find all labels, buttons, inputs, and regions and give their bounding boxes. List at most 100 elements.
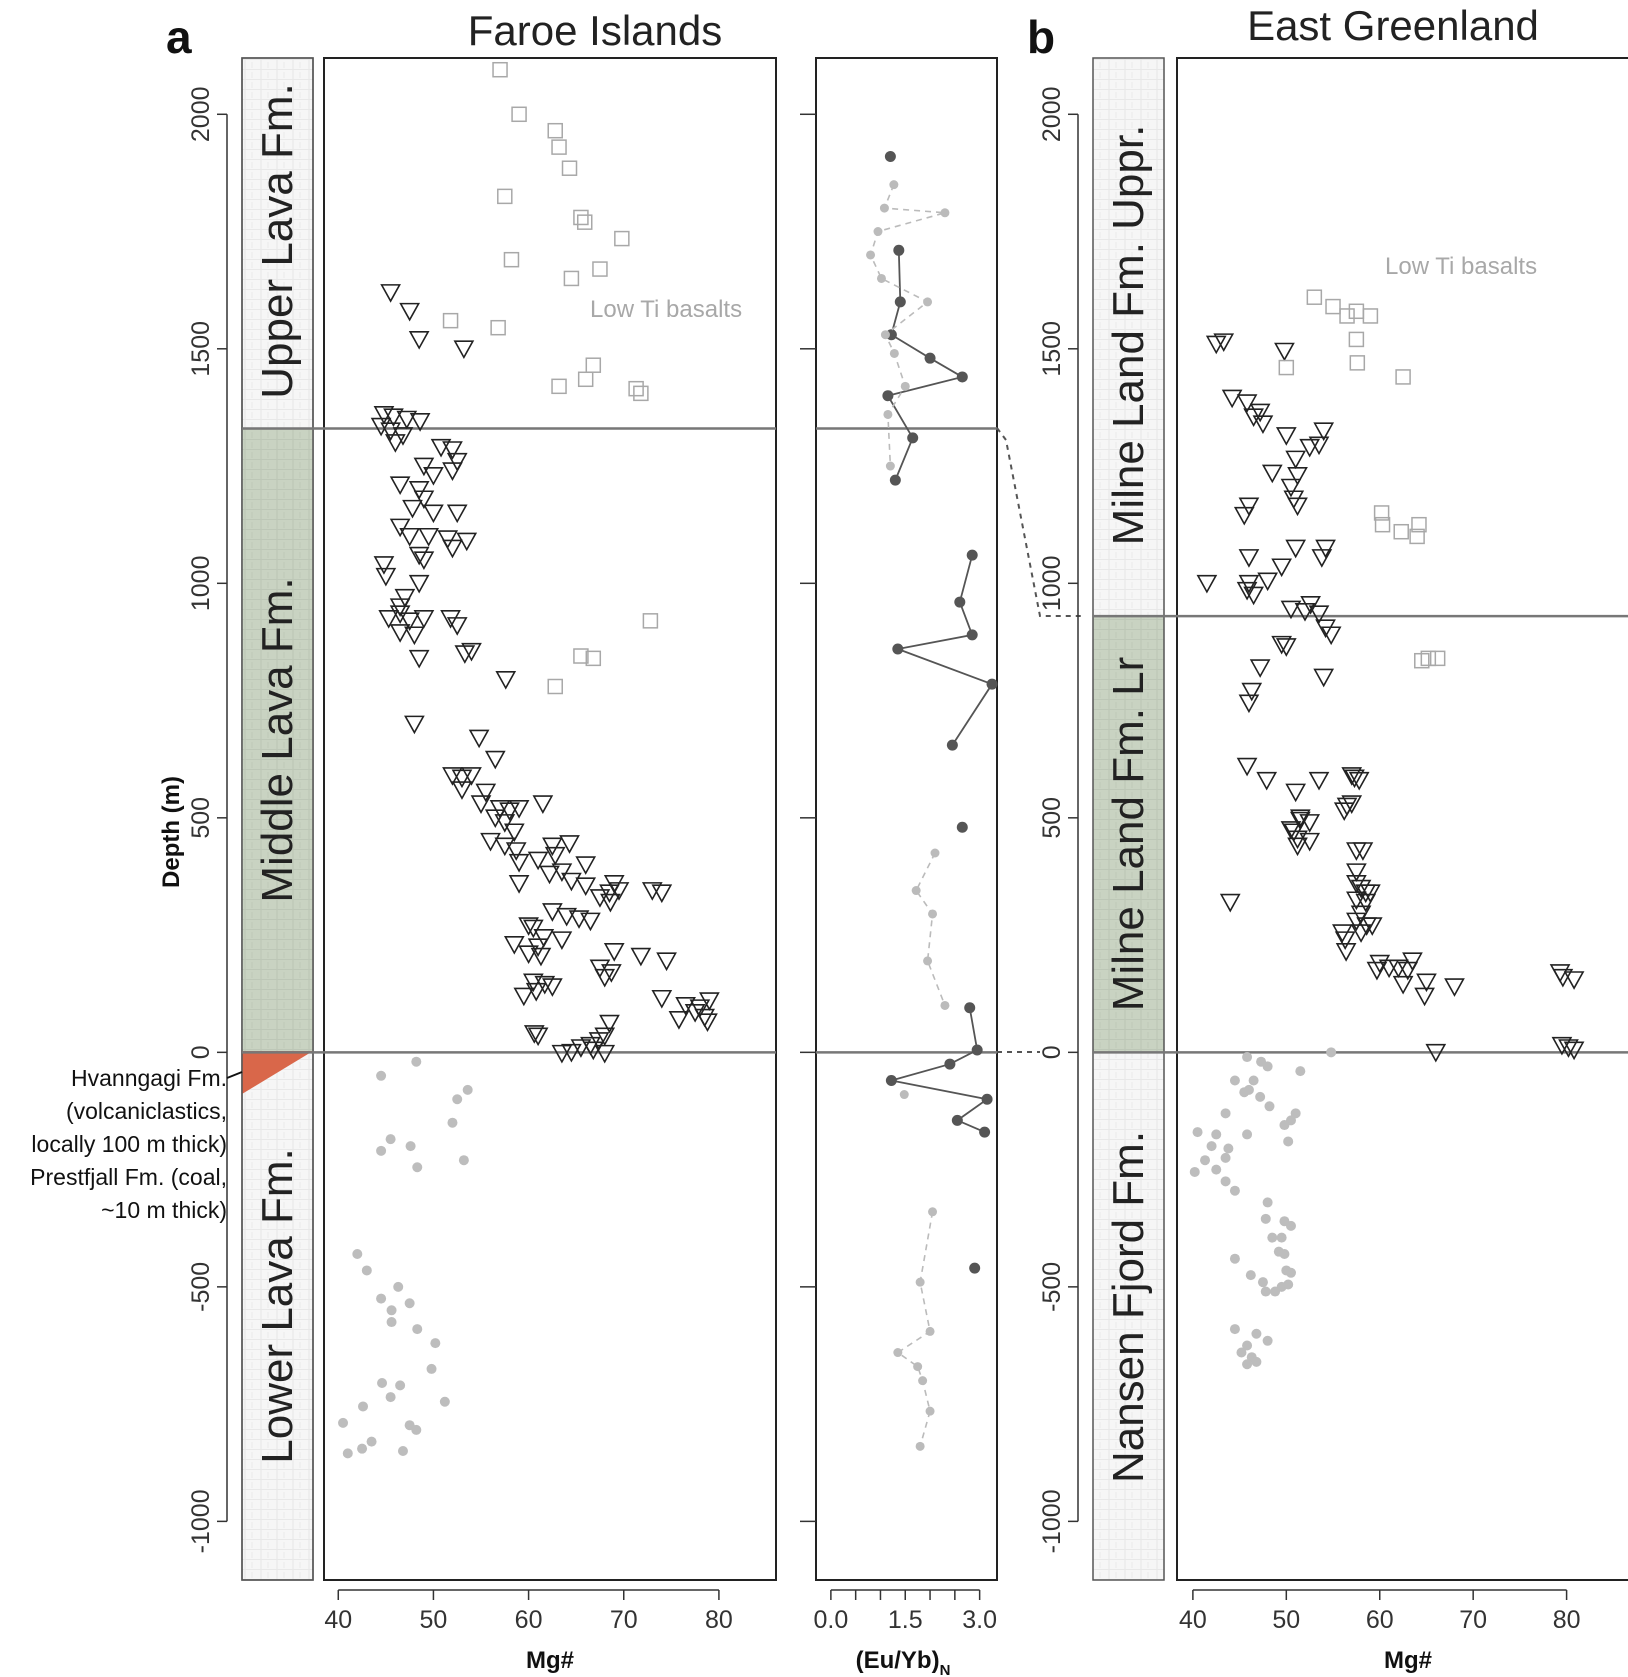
data-point-open-triangle-down [451, 781, 473, 800]
data-point-open-triangle-down [589, 889, 611, 908]
data-point-filled-circle [1285, 1267, 1296, 1278]
data-point-open-triangle-down [1249, 659, 1271, 678]
data-point-filled-circle [1251, 1356, 1262, 1367]
data-point-open-triangle-down [1283, 490, 1305, 510]
data-point-open-square [1429, 650, 1446, 667]
data-point-open-triangle-down [697, 1013, 718, 1033]
data-point-open-triangle-down [380, 284, 401, 303]
data-point-open-triangle-down [1261, 464, 1283, 484]
data-point-open-triangle-down [600, 893, 621, 913]
eu-data-point [986, 678, 998, 690]
data-point-open-triangle-down [503, 936, 525, 955]
data-point-filled-circle [386, 1317, 397, 1328]
data-point-open-triangle-down [1257, 572, 1278, 592]
mg-plot-b-frame [1176, 57, 1628, 1581]
eu-yb-plot-frame [815, 57, 998, 1581]
data-point-open-triangle-down [1313, 422, 1335, 442]
data-point-open-triangle-down [1271, 635, 1293, 655]
y-tick-label: 0 [187, 1045, 215, 1059]
data-point-filled-circle [1283, 1279, 1294, 1290]
data-point-filled-circle [342, 1448, 353, 1459]
data-point-open-triangle-down [389, 624, 411, 643]
eu-series-line [886, 250, 965, 481]
eu-data-point [928, 909, 938, 919]
data-point-open-triangle-down [1285, 450, 1307, 470]
data-point-open-square [1373, 505, 1390, 521]
data-point-open-triangle-down [503, 823, 525, 843]
data-point-filled-circle [1255, 1091, 1266, 1102]
x-tick-label: 40 [1179, 1606, 1207, 1634]
data-point-open-triangle-down [1213, 333, 1235, 352]
data-point-open-triangle-down [1332, 924, 1353, 943]
y-tick-label: -500 [1038, 1262, 1066, 1312]
fm-lower-lava: Lower Lava Fm. [253, 1148, 302, 1463]
data-point-filled-circle [395, 1380, 406, 1391]
data-point-filled-circle [376, 1293, 387, 1304]
data-point-open-triangle-down [1341, 767, 1363, 786]
data-point-open-triangle-down [599, 884, 620, 904]
eu-data-point [885, 1074, 897, 1086]
data-point-open-triangle-down [1563, 971, 1585, 990]
data-point-filled-circle [426, 1363, 437, 1374]
y-tick-label: -1000 [1038, 1489, 1066, 1553]
data-point-open-triangle-down [389, 476, 411, 496]
data-point-open-triangle-down [1416, 973, 1437, 993]
y-axis-a: -1000 -500 0 500 1000 1500 2000 [187, 86, 228, 1553]
data-point-filled-circle [1262, 1335, 1273, 1346]
data-point-open-triangle-down [1196, 574, 1218, 594]
data-point-open-triangle-down [594, 1044, 616, 1064]
data-point-open-triangle-down [484, 809, 506, 829]
fm-milne-upper: Milne Land Fm. Uppr. [1104, 125, 1153, 546]
data-point-open-square [511, 106, 527, 123]
data-point-open-square [1393, 523, 1409, 540]
data-point-filled-circle [357, 1443, 368, 1454]
data-point-open-square [561, 160, 578, 176]
eu-data-point [879, 203, 889, 213]
eu-data-point [925, 1406, 935, 1416]
x-tick-label: 70 [1459, 1606, 1487, 1634]
data-point-open-square [551, 378, 567, 395]
eu-data-point [889, 180, 899, 190]
eu-data-point [940, 1000, 950, 1010]
eu-data-point [880, 330, 890, 340]
data-point-open-square [563, 270, 580, 287]
eu-data-point [873, 227, 883, 237]
data-point-open-triangle-down [495, 671, 517, 690]
y-tick-label: 1000 [187, 556, 215, 612]
data-point-open-triangle-down [475, 783, 497, 803]
data-point-open-triangle-down [380, 422, 401, 442]
data-point-open-triangle-down [418, 527, 440, 547]
eu-data-point [925, 1326, 935, 1336]
data-point-open-triangle-down [1280, 821, 1302, 840]
x-tick-label: 80 [1553, 1606, 1581, 1634]
data-point-open-triangle-down [551, 863, 573, 882]
data-point-filled-circle [1192, 1127, 1203, 1138]
data-point-open-square [1339, 308, 1355, 324]
data-point-open-square [1374, 516, 1391, 533]
x-tick-label: 50 [1272, 1606, 1300, 1634]
data-point-open-triangle-down [442, 539, 463, 559]
eu-data-point [966, 549, 978, 561]
data-point-filled-circle [397, 1446, 408, 1457]
data-point-open-triangle-down [1335, 943, 1357, 962]
data-point-open-square [1348, 331, 1365, 348]
data-point-open-square [1409, 528, 1425, 545]
data-point-open-triangle-down [561, 872, 582, 892]
data-point-open-triangle-down [383, 408, 404, 428]
eu-data-point [889, 474, 901, 486]
data-point-open-triangle-down [451, 769, 473, 789]
data-point-open-triangle-down [1311, 549, 1333, 568]
data-point-open-triangle-down [375, 567, 397, 587]
x-axis-title-eu-yb: (Eu/Yb)N [856, 1647, 951, 1677]
data-point-open-triangle-down [1414, 987, 1435, 1007]
data-point-open-triangle-down [446, 617, 468, 636]
data-point-open-triangle-down [1299, 438, 1321, 458]
data-point-open-square [1349, 355, 1366, 371]
data-point-open-triangle-down [522, 973, 544, 993]
series-open-square [1278, 289, 1446, 669]
data-point-open-triangle-down [599, 1014, 620, 1034]
data-point-open-triangle-down [1243, 586, 1264, 606]
data-point-open-triangle-down [1271, 558, 1293, 578]
data-point-open-triangle-down [651, 989, 673, 1009]
eu-series-line [891, 1007, 990, 1133]
